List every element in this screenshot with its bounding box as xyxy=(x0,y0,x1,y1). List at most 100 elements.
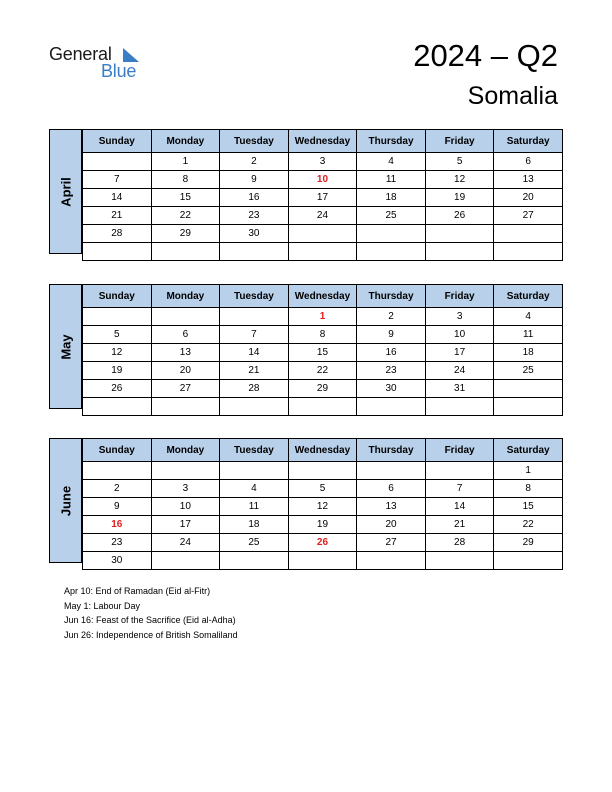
day-cell: 13 xyxy=(493,170,563,189)
week-row: 12 13 14 15 16 17 18 xyxy=(82,343,563,362)
day-cell: 9 xyxy=(82,497,152,516)
weekday-header: Monday xyxy=(150,438,221,462)
day-cell xyxy=(424,461,495,480)
day-cell xyxy=(287,242,358,261)
day-cell: 29 xyxy=(150,224,221,243)
day-cell: 20 xyxy=(493,188,563,207)
weekday-header: Saturday xyxy=(493,129,563,153)
day-cell: 5 xyxy=(424,152,495,171)
triangle-flag-icon xyxy=(123,48,139,62)
day-cell: 25 xyxy=(356,206,426,225)
weekday-header: Tuesday xyxy=(219,129,289,153)
day-cell: 20 xyxy=(356,515,426,534)
day-cell: 27 xyxy=(493,206,563,225)
weekday-header: Friday xyxy=(424,129,495,153)
day-cell xyxy=(219,307,289,326)
calendar-table: Sunday Monday Tuesday Wednesday Thursday Frid… xyxy=(82,284,563,416)
day-cell xyxy=(82,152,152,171)
day-cell: 1 xyxy=(493,461,563,480)
day-cell: 26 xyxy=(287,533,358,552)
day-cell: 22 xyxy=(493,515,563,534)
brand-line2: Blue xyxy=(101,61,137,81)
day-cell: 31 xyxy=(424,379,495,398)
day-cell: 4 xyxy=(356,152,426,171)
day-cell xyxy=(356,242,426,261)
day-cell: 30 xyxy=(82,551,152,570)
day-cell xyxy=(82,242,152,261)
week-row: 16 17 18 19 20 21 22 xyxy=(82,515,563,534)
day-cell: 18 xyxy=(493,343,563,362)
day-cell: 19 xyxy=(424,188,495,207)
page-title: 2024 – Q2 xyxy=(413,38,558,73)
day-cell: 21 xyxy=(424,515,495,534)
day-cell xyxy=(287,551,358,570)
day-cell: 14 xyxy=(424,497,495,516)
day-cell: 5 xyxy=(287,479,358,498)
day-cell: 17 xyxy=(287,188,358,207)
day-cell: 6 xyxy=(356,479,426,498)
week-row: 26 27 28 29 30 31 xyxy=(82,379,563,398)
week-row: 5 6 7 8 9 10 11 xyxy=(82,325,563,344)
holiday-note: May 1: Labour Day xyxy=(64,600,141,611)
week-row: 21 22 23 24 25 26 27 xyxy=(82,206,563,225)
month-label-bar: April xyxy=(49,129,82,254)
weekday-header: Sunday xyxy=(82,438,152,462)
day-cell: 7 xyxy=(82,170,152,189)
day-cell: 27 xyxy=(356,533,426,552)
day-cell: 25 xyxy=(219,533,289,552)
day-cell: 17 xyxy=(424,343,495,362)
day-cell: 12 xyxy=(424,170,495,189)
day-cell: 18 xyxy=(356,188,426,207)
weekday-header: Monday xyxy=(150,129,221,153)
day-cell xyxy=(150,242,221,261)
day-cell: 13 xyxy=(150,343,221,362)
weekday-header-row: Sunday Monday Tuesday Wednesday Thursday Frid… xyxy=(82,129,563,153)
day-cell: 12 xyxy=(82,343,152,362)
day-cell: 26 xyxy=(424,206,495,225)
day-cell: 16 xyxy=(82,515,152,534)
day-cell xyxy=(493,242,563,261)
day-cell xyxy=(287,224,358,243)
day-cell: 4 xyxy=(219,479,289,498)
day-cell: 16 xyxy=(356,343,426,362)
day-cell: 10 xyxy=(424,325,495,344)
day-cell: 1 xyxy=(150,152,221,171)
day-cell: 15 xyxy=(150,188,221,207)
day-cell: 2 xyxy=(356,307,426,326)
day-cell: 27 xyxy=(150,379,221,398)
weekday-header-row: Sunday Monday Tuesday Wednesday Thursday Frid… xyxy=(82,438,563,462)
day-cell: 3 xyxy=(424,307,495,326)
holiday-note: Jun 16: Feast of the Sacrifice (Eid al-A… xyxy=(64,615,236,625)
weekday-header: Wednesday xyxy=(287,284,358,308)
day-cell: 14 xyxy=(219,343,289,362)
day-cell: 24 xyxy=(424,361,495,380)
day-cell xyxy=(493,379,563,398)
week-row: 30 xyxy=(82,551,563,570)
day-cell: 11 xyxy=(493,325,563,344)
day-cell: 2 xyxy=(82,479,152,498)
day-cell: 7 xyxy=(219,325,289,344)
holiday-note: Jun 26: Independence of British Somalila… xyxy=(64,629,238,640)
day-cell: 18 xyxy=(219,515,289,534)
day-cell xyxy=(356,461,426,480)
day-cell: 28 xyxy=(424,533,495,552)
day-cell: 20 xyxy=(150,361,221,380)
weekday-header: Saturday xyxy=(493,284,563,308)
weekday-header-row: Sunday Monday Tuesday Wednesday Thursday Frid… xyxy=(82,284,563,308)
day-cell: 14 xyxy=(82,188,152,207)
day-cell xyxy=(493,551,563,570)
day-cell xyxy=(424,242,495,261)
day-cell: 9 xyxy=(356,325,426,344)
month-name: April xyxy=(58,176,73,207)
weekday-header: Friday xyxy=(424,438,495,462)
day-cell: 7 xyxy=(424,479,495,498)
day-cell: 23 xyxy=(356,361,426,380)
day-cell: 22 xyxy=(287,361,358,380)
day-cell: 19 xyxy=(82,361,152,380)
day-cell xyxy=(150,307,221,326)
day-cell: 6 xyxy=(150,325,221,344)
day-cell xyxy=(493,397,563,416)
day-cell: 12 xyxy=(287,497,358,516)
weekday-header: Monday xyxy=(150,284,221,308)
